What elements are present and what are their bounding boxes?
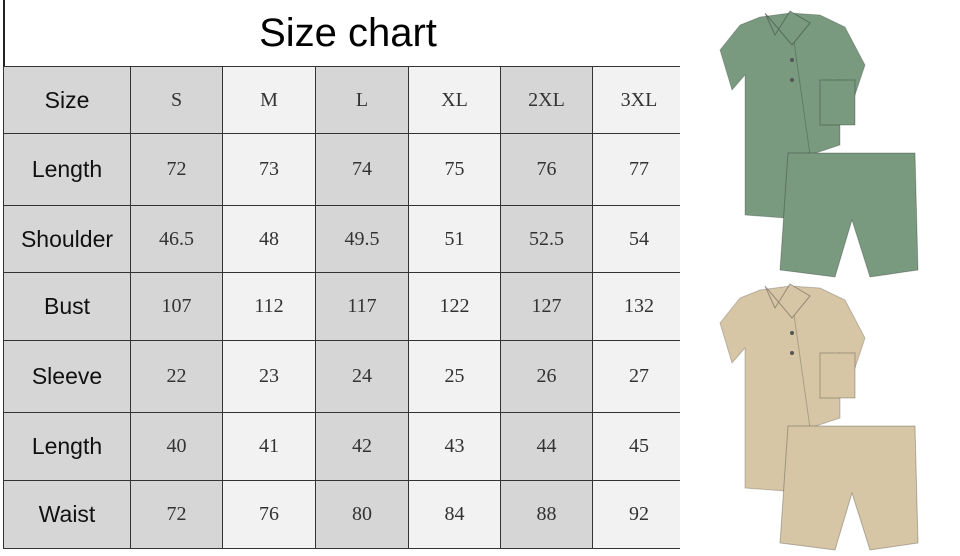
table-cell: 48	[222, 205, 316, 273]
table-cell: 92	[592, 480, 686, 549]
green-outfit-image	[719, 10, 919, 278]
table-cell: 42	[315, 412, 409, 481]
table-cell: 77	[592, 133, 686, 206]
table-cell: 76	[222, 480, 316, 549]
row-label: Sleeve	[3, 340, 131, 413]
size-table: Size S M L XL 2XL 3XL Length 72 73 74 75 76 77 Shoulde…	[3, 66, 686, 549]
table-row: Bust 107 112 117 122 127 132	[3, 272, 686, 341]
table-row: Sleeve 22 23 24 25 26 27	[3, 340, 686, 413]
table-cell: 72	[130, 480, 223, 549]
table-cell: 132	[592, 272, 686, 341]
table-cell: 54	[592, 205, 686, 273]
table-cell: 2XL	[500, 66, 593, 134]
table-cell: 27	[592, 340, 686, 413]
khaki-outfit-image	[719, 283, 919, 551]
table-cell: 22	[130, 340, 223, 413]
table-cell: 88	[500, 480, 593, 549]
row-label: Shoulder	[3, 205, 131, 273]
table-row: Length 72 73 74 75 76 77	[3, 133, 686, 206]
table-cell: 76	[500, 133, 593, 206]
table-cell: 45	[592, 412, 686, 481]
row-label: Waist	[3, 480, 131, 549]
table-cell: 25	[408, 340, 501, 413]
table-cell: 24	[315, 340, 409, 413]
table-cell: 122	[408, 272, 501, 341]
page-title: Size chart	[259, 10, 437, 55]
table-row: Shoulder 46.5 48 49.5 51 52.5 54	[3, 205, 686, 273]
table-row: Length 40 41 42 43 44 45	[3, 412, 686, 481]
table-cell: 80	[315, 480, 409, 549]
table-cell: 52.5	[500, 205, 593, 273]
table-cell: 26	[500, 340, 593, 413]
row-label: Length	[3, 133, 131, 206]
table-cell: 40	[130, 412, 223, 481]
table-cell: 43	[408, 412, 501, 481]
row-label: Bust	[3, 272, 131, 341]
table-cell: 112	[222, 272, 316, 341]
table-cell: 74	[315, 133, 409, 206]
table-row: Waist 72 76 80 84 88 92	[3, 480, 686, 549]
table-cell: XL	[408, 66, 501, 134]
table-cell: 107	[130, 272, 223, 341]
table-cell: 72	[130, 133, 223, 206]
table-cell: 49.5	[315, 205, 409, 273]
table-cell: 75	[408, 133, 501, 206]
table-cell: 84	[408, 480, 501, 549]
product-images	[719, 10, 919, 551]
table-cell: 3XL	[592, 66, 686, 134]
table-cell: 44	[500, 412, 593, 481]
table-cell: 23	[222, 340, 316, 413]
table-cell: 41	[222, 412, 316, 481]
table-cell: L	[315, 66, 409, 134]
table-cell: M	[222, 66, 316, 134]
table-cell: 117	[315, 272, 409, 341]
header-row: Size S M L XL 2XL 3XL	[3, 66, 686, 134]
row-label: Length	[3, 412, 131, 481]
table-cell: S	[130, 66, 223, 134]
table-cell: 127	[500, 272, 593, 341]
table-cell: 51	[408, 205, 501, 273]
table-cell: 73	[222, 133, 316, 206]
title-area: Size chart	[3, 0, 681, 66]
product-photos	[680, 0, 960, 551]
table-cell: 46.5	[130, 205, 223, 273]
row-label: Size	[3, 66, 131, 134]
